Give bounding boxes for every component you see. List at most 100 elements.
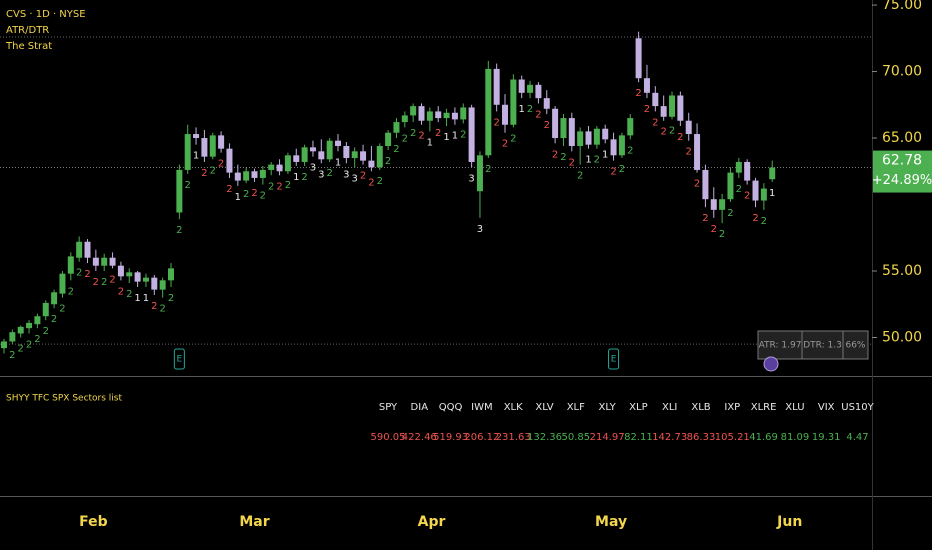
- strat-label: 2: [84, 269, 90, 280]
- strat-label: 2: [669, 125, 675, 136]
- candle-body: [284, 155, 291, 172]
- strat-label: 2: [251, 188, 257, 199]
- candle-body: [67, 256, 74, 274]
- candle-body: [744, 161, 751, 181]
- candle-body: [568, 118, 575, 147]
- strat-label: 2: [418, 131, 424, 142]
- last-price-box: [873, 150, 932, 193]
- strat-label: 2: [201, 168, 207, 179]
- strat-label: 2: [460, 129, 466, 140]
- candle-body: [435, 111, 442, 119]
- y-tick-label: 75.00: [882, 0, 922, 13]
- ticker-value: 214.97: [590, 432, 625, 443]
- candle-body: [752, 180, 759, 201]
- candle-body: [243, 171, 250, 181]
- strat-label: 2: [68, 286, 74, 297]
- ticker-value: 105.21: [715, 432, 750, 443]
- candle-body: [393, 122, 400, 133]
- candle-body: [535, 84, 542, 99]
- strat-label: 1: [235, 192, 241, 203]
- candle-body: [184, 134, 191, 170]
- candle-body: [42, 302, 49, 317]
- x-tick-label: Mar: [239, 514, 269, 530]
- candle-body: [527, 84, 534, 93]
- candle-body: [234, 172, 241, 181]
- candle-body: [293, 155, 300, 162]
- ticker: XLF: [567, 402, 585, 413]
- strat-label: 2: [18, 344, 24, 355]
- earnings-marker: [173, 348, 185, 370]
- candle-body: [602, 128, 609, 140]
- strat-label: 2: [268, 181, 274, 192]
- strat-label: 2: [560, 152, 566, 163]
- ticker: DIA: [411, 402, 429, 413]
- strat-label: 1: [335, 157, 341, 168]
- candle-body: [176, 169, 183, 213]
- strat-label: 3: [343, 169, 349, 180]
- last-change: +24.89%: [872, 173, 932, 188]
- ticker-value: 231.63: [496, 432, 531, 443]
- strat-label: 3: [310, 163, 316, 174]
- ticker-value: 590.05: [371, 432, 406, 443]
- ticker: XLI: [662, 402, 677, 413]
- candle-body: [251, 171, 258, 178]
- strat-label: 2: [377, 176, 383, 187]
- candle-body: [543, 98, 550, 109]
- strat-label: 2: [393, 144, 399, 155]
- candle-body: [560, 118, 567, 139]
- strat-label: 1: [769, 188, 775, 199]
- candle-body: [735, 161, 742, 173]
- candle-body: [343, 146, 350, 158]
- strat-label: 2: [276, 181, 282, 192]
- strat-label: 1: [443, 132, 449, 143]
- candle-body: [760, 188, 767, 201]
- candle-body: [710, 199, 717, 210]
- candle-body: [1, 341, 8, 349]
- candle-body: [443, 112, 450, 119]
- strat-label: 1: [293, 172, 299, 183]
- strat-label: 2: [535, 109, 541, 120]
- last-price: 62.78: [882, 153, 922, 169]
- strat-label: 2: [9, 350, 15, 361]
- candle-body: [209, 135, 216, 157]
- candle-body: [168, 268, 175, 281]
- candle-body: [643, 78, 650, 93]
- candle-body: [460, 107, 467, 120]
- ticker: XLB: [691, 402, 710, 413]
- ticker: XLRE: [751, 402, 777, 413]
- strat-label: 2: [627, 145, 633, 156]
- strat-label: 3: [318, 169, 324, 180]
- strat-label: 2: [610, 167, 616, 178]
- ticker-value: 41.69: [749, 432, 778, 443]
- strat-label: 2: [635, 88, 641, 99]
- strat-label: 2: [168, 293, 174, 304]
- candle-body: [610, 139, 617, 156]
- ticker: XLP: [629, 402, 647, 413]
- candle-body: [627, 118, 634, 136]
- candle-body: [485, 68, 492, 156]
- strat-label: 2: [176, 225, 182, 236]
- candle-body: [660, 106, 667, 117]
- x-tick-label: May: [595, 514, 627, 530]
- candle-body: [702, 169, 709, 200]
- candle-body: [59, 273, 66, 294]
- candle-body: [552, 108, 559, 139]
- strat-label: 2: [652, 117, 658, 128]
- ticker-value: 519.93: [433, 432, 468, 443]
- candle-body: [335, 140, 342, 147]
- ticker: XLU: [785, 402, 804, 413]
- earnings-label: E: [177, 355, 183, 365]
- strat-label: 2: [677, 132, 683, 143]
- candle-body: [727, 172, 734, 200]
- candle-body: [426, 111, 433, 121]
- ticker: VIX: [818, 402, 835, 413]
- strat-label: 2: [360, 171, 366, 182]
- strat-label: 2: [711, 224, 717, 235]
- strat-label: 2: [118, 286, 124, 297]
- candle-body: [577, 131, 584, 147]
- candle-body: [51, 292, 58, 305]
- candle-body: [126, 272, 133, 277]
- candle-body: [34, 316, 41, 325]
- candle-body: [84, 241, 91, 258]
- strat-label: 2: [686, 147, 692, 158]
